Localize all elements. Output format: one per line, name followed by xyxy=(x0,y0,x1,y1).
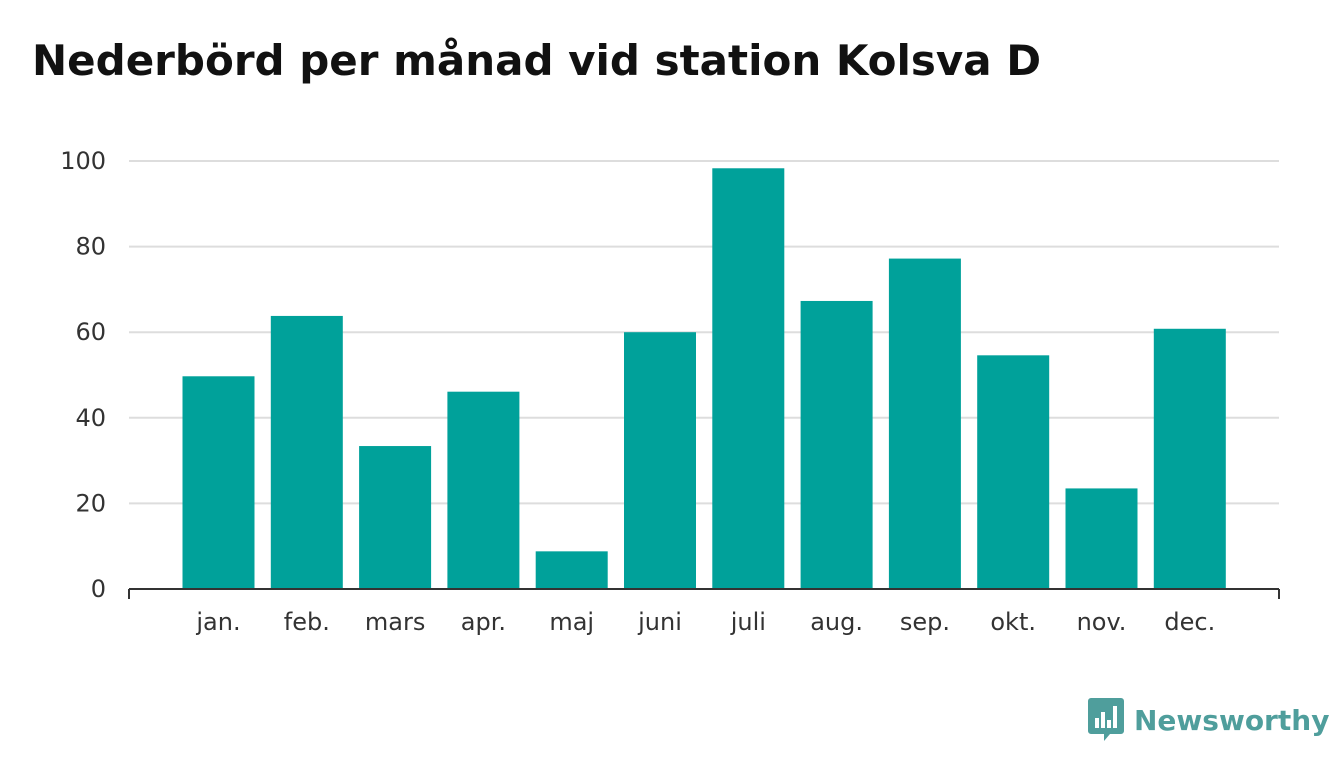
bar-3 xyxy=(447,391,520,589)
x-tick-label: jan. xyxy=(195,608,240,636)
x-tick-label: juli xyxy=(730,608,766,636)
y-tick-label: 80 xyxy=(75,233,106,261)
bar-2 xyxy=(359,446,432,589)
bar-4 xyxy=(535,551,608,589)
y-tick-labels: 0 20 40 60 80 100 xyxy=(60,147,106,603)
chart-title: Nederbörd per månad vid station Kolsva D xyxy=(32,36,1042,85)
bar-8 xyxy=(888,258,961,589)
bar-0 xyxy=(182,376,255,589)
y-tick-label: 40 xyxy=(75,404,106,432)
x-tick-label: juni xyxy=(637,608,682,636)
x-tick-label: apr. xyxy=(461,608,506,636)
y-tick-label: 20 xyxy=(75,489,106,517)
y-tick-label: 60 xyxy=(75,318,106,346)
bar-6 xyxy=(712,168,785,589)
bar-9 xyxy=(977,355,1050,589)
bar-5 xyxy=(624,332,696,589)
x-tick-label: feb. xyxy=(284,608,330,636)
x-tick-labels: jan. feb. mars apr. maj juni juli aug. sep. okt. n… xyxy=(195,608,1215,636)
x-tick-label: dec. xyxy=(1164,608,1215,636)
newsworthy-brand: Newsworthy xyxy=(1088,698,1329,742)
bars xyxy=(182,168,1226,589)
bar-1 xyxy=(270,315,343,589)
bar-10 xyxy=(1065,488,1138,589)
y-tick-label: 0 xyxy=(91,575,106,603)
x-tick-label: maj xyxy=(549,608,594,636)
x-tick-label: nov. xyxy=(1077,608,1127,636)
bar-7 xyxy=(800,300,873,589)
x-axis xyxy=(128,588,1280,599)
y-tick-label: 100 xyxy=(60,147,106,175)
x-tick-label: mars xyxy=(365,608,425,636)
bar-11 xyxy=(1153,328,1226,589)
newsworthy-logo-icon xyxy=(1088,698,1124,741)
brand-name: Newsworthy xyxy=(1134,703,1330,737)
x-tick-label: okt. xyxy=(990,608,1036,636)
x-tick-label: aug. xyxy=(810,608,863,636)
x-tick-label: sep. xyxy=(900,608,950,636)
